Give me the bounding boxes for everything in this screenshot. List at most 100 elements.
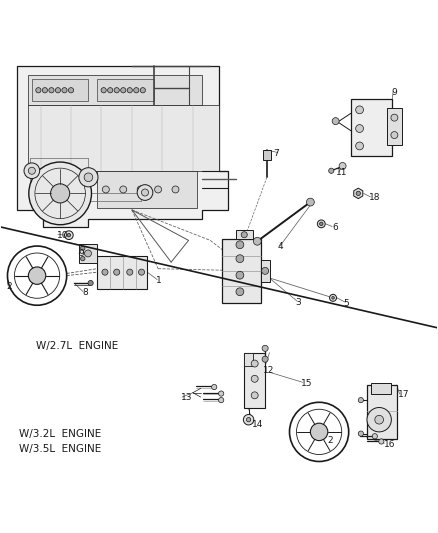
Circle shape bbox=[311, 423, 328, 441]
Text: W/3.2L  ENGINE: W/3.2L ENGINE bbox=[19, 429, 101, 439]
Circle shape bbox=[134, 87, 139, 93]
Text: 16: 16 bbox=[384, 440, 395, 449]
Circle shape bbox=[329, 294, 336, 301]
Circle shape bbox=[328, 168, 334, 173]
Circle shape bbox=[372, 434, 378, 439]
Circle shape bbox=[247, 417, 251, 422]
Bar bbox=[261, 260, 270, 282]
Circle shape bbox=[251, 360, 258, 367]
Text: 9: 9 bbox=[391, 88, 397, 97]
Circle shape bbox=[358, 398, 364, 403]
Text: 18: 18 bbox=[369, 193, 381, 202]
Circle shape bbox=[120, 87, 126, 93]
Circle shape bbox=[88, 280, 93, 286]
Text: 8: 8 bbox=[82, 288, 88, 297]
Bar bbox=[236, 230, 253, 239]
Text: 6: 6 bbox=[332, 223, 338, 232]
Circle shape bbox=[241, 232, 247, 238]
Circle shape bbox=[375, 415, 384, 424]
Text: 17: 17 bbox=[398, 390, 410, 399]
Bar bbox=[97, 171, 197, 208]
Circle shape bbox=[262, 345, 268, 351]
Circle shape bbox=[391, 114, 398, 121]
Circle shape bbox=[49, 87, 54, 93]
Circle shape bbox=[236, 241, 244, 249]
Circle shape bbox=[36, 87, 41, 93]
Circle shape bbox=[253, 237, 261, 245]
Circle shape bbox=[251, 392, 258, 399]
Text: 7: 7 bbox=[273, 149, 279, 158]
Circle shape bbox=[290, 402, 349, 462]
Bar bbox=[32, 79, 88, 101]
Text: W/2.7L  ENGINE: W/2.7L ENGINE bbox=[36, 341, 118, 351]
Circle shape bbox=[68, 87, 74, 93]
Circle shape bbox=[219, 391, 224, 396]
Circle shape bbox=[391, 132, 398, 139]
Circle shape bbox=[85, 250, 92, 257]
Bar bbox=[351, 99, 392, 156]
Circle shape bbox=[127, 87, 132, 93]
Circle shape bbox=[28, 267, 46, 284]
Circle shape bbox=[137, 186, 144, 193]
Circle shape bbox=[212, 384, 217, 390]
Text: 11: 11 bbox=[336, 168, 347, 177]
Bar bbox=[387, 108, 402, 144]
Bar bbox=[28, 75, 201, 106]
Circle shape bbox=[320, 222, 323, 225]
Circle shape bbox=[108, 87, 113, 93]
Circle shape bbox=[318, 220, 325, 228]
Polygon shape bbox=[17, 66, 228, 228]
Circle shape bbox=[332, 118, 339, 125]
Circle shape bbox=[102, 269, 108, 275]
Circle shape bbox=[356, 125, 364, 133]
Bar bbox=[79, 244, 97, 263]
Circle shape bbox=[114, 269, 120, 275]
Circle shape bbox=[64, 231, 73, 239]
Circle shape bbox=[236, 288, 244, 296]
Text: 15: 15 bbox=[301, 378, 312, 387]
Text: 10: 10 bbox=[57, 231, 69, 240]
Bar bbox=[97, 79, 154, 101]
Circle shape bbox=[42, 87, 47, 93]
Circle shape bbox=[24, 163, 40, 179]
Circle shape bbox=[50, 184, 70, 203]
Bar bbox=[244, 353, 265, 408]
Text: 12: 12 bbox=[262, 367, 274, 375]
Bar bbox=[367, 385, 396, 439]
Text: 1: 1 bbox=[156, 276, 162, 285]
Circle shape bbox=[339, 163, 346, 169]
Circle shape bbox=[358, 431, 364, 436]
Circle shape bbox=[28, 167, 35, 174]
Circle shape bbox=[137, 184, 153, 200]
Circle shape bbox=[379, 439, 384, 444]
Text: 14: 14 bbox=[252, 419, 263, 429]
Circle shape bbox=[236, 271, 244, 279]
Circle shape bbox=[127, 269, 133, 275]
Circle shape bbox=[356, 191, 360, 196]
Circle shape bbox=[141, 189, 148, 196]
Circle shape bbox=[81, 246, 85, 251]
Circle shape bbox=[7, 246, 67, 305]
Bar bbox=[222, 239, 261, 303]
Circle shape bbox=[356, 106, 364, 114]
Circle shape bbox=[356, 142, 364, 150]
Circle shape bbox=[101, 87, 106, 93]
Circle shape bbox=[79, 168, 98, 187]
Circle shape bbox=[102, 186, 110, 193]
Circle shape bbox=[307, 198, 314, 206]
Circle shape bbox=[251, 375, 258, 382]
Circle shape bbox=[55, 87, 60, 93]
Bar bbox=[97, 256, 147, 289]
Text: 2: 2 bbox=[327, 436, 332, 445]
Text: W/3.5L  ENGINE: W/3.5L ENGINE bbox=[19, 445, 101, 454]
Circle shape bbox=[114, 87, 119, 93]
Circle shape bbox=[367, 408, 391, 432]
Text: 3: 3 bbox=[295, 298, 301, 306]
Circle shape bbox=[262, 356, 268, 362]
Circle shape bbox=[155, 186, 162, 193]
Circle shape bbox=[236, 255, 244, 263]
Text: 4: 4 bbox=[278, 243, 283, 252]
Circle shape bbox=[84, 173, 93, 182]
Circle shape bbox=[67, 233, 71, 237]
Circle shape bbox=[332, 296, 334, 299]
